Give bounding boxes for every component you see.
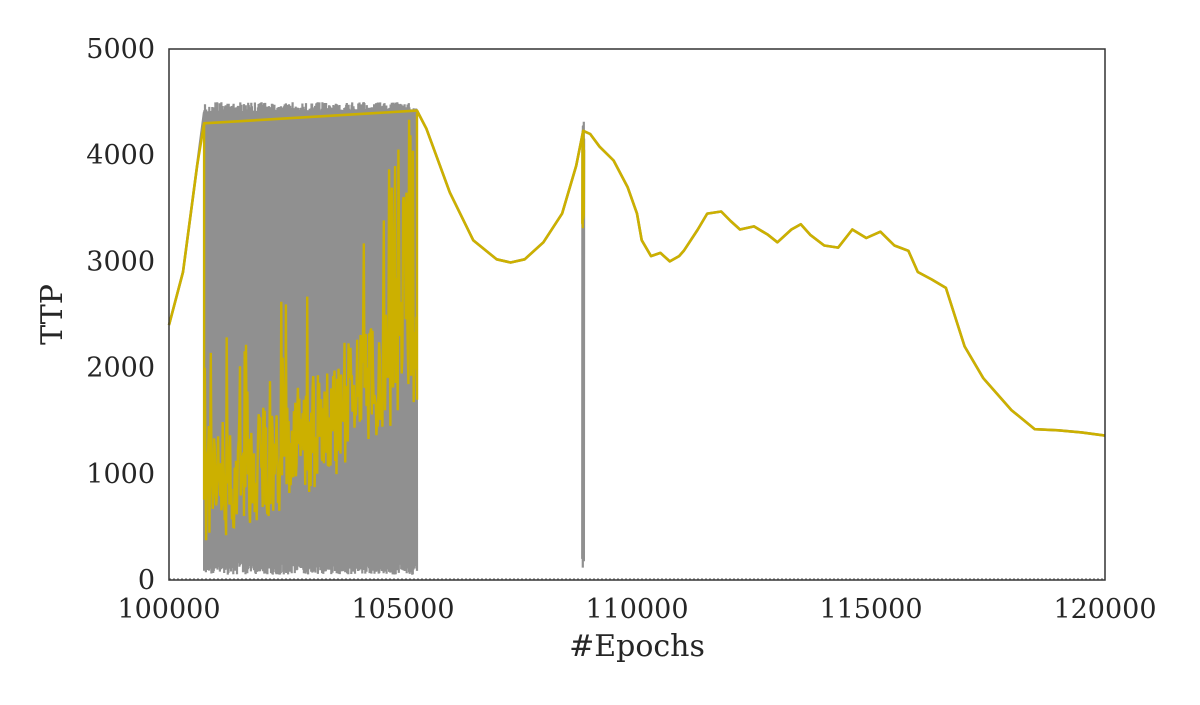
series-smoothed-line (167, 109, 1106, 437)
x-tick-label: 105000 (351, 594, 454, 625)
plot-frame (168, 48, 1106, 581)
y-axis-ticks: 0 1000 2000 3000 4000 5000 (86, 34, 155, 596)
series-smoothed-spike (581, 132, 586, 229)
x-axis-ticks: 100000 105000 110000 115000 120000 (117, 594, 1156, 625)
x-tick-label: 115000 (819, 594, 922, 625)
series-raw-oscillation (203, 102, 419, 575)
x-tick-label: 110000 (585, 594, 688, 625)
series-smoothed (167, 109, 1106, 541)
series-layer (167, 102, 1106, 580)
y-tick-label: 3000 (86, 246, 155, 277)
y-tick-label: 4000 (86, 140, 155, 171)
y-axis-title: TTP (35, 284, 70, 345)
x-tick-label: 120000 (1053, 594, 1156, 625)
x-axis-title: #Epochs (569, 629, 705, 664)
y-tick-label: 0 (138, 565, 155, 596)
series-raw (167, 102, 1106, 575)
y-tick-label: 1000 (86, 459, 155, 490)
y-tick-label: 5000 (86, 34, 155, 65)
series-smoothed-noise (202, 112, 419, 541)
x-tick-label: 100000 (117, 594, 220, 625)
y-tick-label: 2000 (86, 353, 155, 384)
